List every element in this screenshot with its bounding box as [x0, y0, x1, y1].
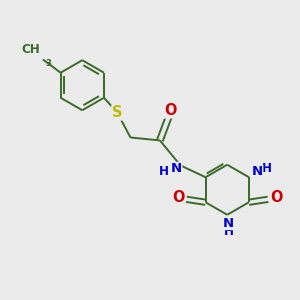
- Text: S: S: [112, 105, 122, 120]
- Text: H: H: [224, 225, 234, 239]
- Text: 3: 3: [45, 59, 51, 68]
- Text: O: O: [172, 190, 184, 205]
- Text: CH: CH: [22, 43, 40, 56]
- Text: N: N: [223, 217, 234, 230]
- Text: N: N: [252, 165, 263, 178]
- Text: O: O: [164, 103, 176, 118]
- Text: N: N: [170, 163, 182, 176]
- Text: O: O: [270, 190, 282, 205]
- Text: H: H: [262, 163, 272, 176]
- Text: H: H: [159, 165, 169, 178]
